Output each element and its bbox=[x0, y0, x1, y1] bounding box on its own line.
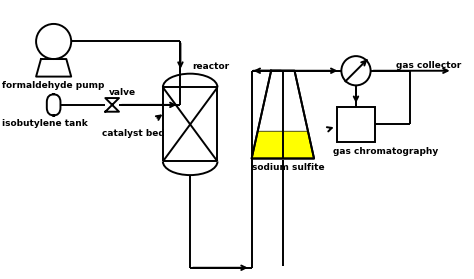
Text: catalyst bed: catalyst bed bbox=[102, 129, 165, 138]
Text: isobutylene tank: isobutylene tank bbox=[2, 119, 88, 128]
Text: valve: valve bbox=[109, 88, 137, 97]
Text: gas collector: gas collector bbox=[396, 61, 461, 70]
Text: formaldehyde pump: formaldehyde pump bbox=[2, 81, 104, 90]
Text: sodium sulfite: sodium sulfite bbox=[252, 163, 324, 172]
Polygon shape bbox=[252, 131, 314, 158]
Bar bbox=[337, 107, 374, 142]
Text: gas chromatography: gas chromatography bbox=[333, 147, 438, 156]
Text: reactor: reactor bbox=[192, 62, 229, 71]
